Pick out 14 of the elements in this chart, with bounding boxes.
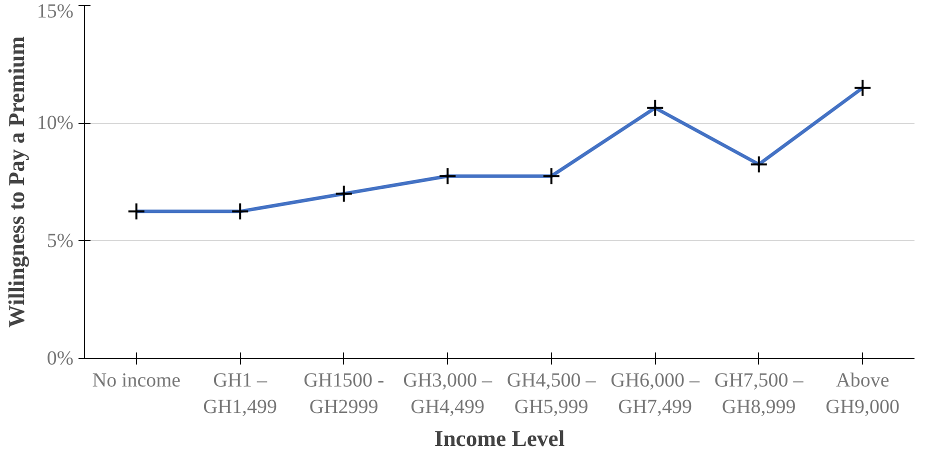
y-tick-label: 0%	[46, 348, 74, 370]
y-tick-label: 10%	[36, 112, 74, 134]
y-tick-label: 15%	[36, 0, 74, 22]
x-axis-title: Income Level	[434, 426, 565, 451]
x-tick-label: No income	[92, 370, 181, 392]
x-tick-label: GH1500 - GH2999	[304, 370, 384, 418]
y-axis-title: Willingness to Pay a Premium	[4, 36, 29, 328]
x-tick-label: GH7,500 – GH8,999	[714, 370, 804, 418]
x-tick-label: Above GH9,000	[826, 370, 900, 418]
x-tick-label: GH6,000 – GH7,499	[610, 370, 701, 418]
y-tick-label: 5%	[46, 230, 74, 252]
x-tick-label: GH1 – GH1,499	[203, 370, 278, 418]
x-tick-label: GH4,500 – GH5,999	[506, 370, 597, 418]
x-tick-label: GH3,000 – GH4,499	[403, 370, 494, 418]
